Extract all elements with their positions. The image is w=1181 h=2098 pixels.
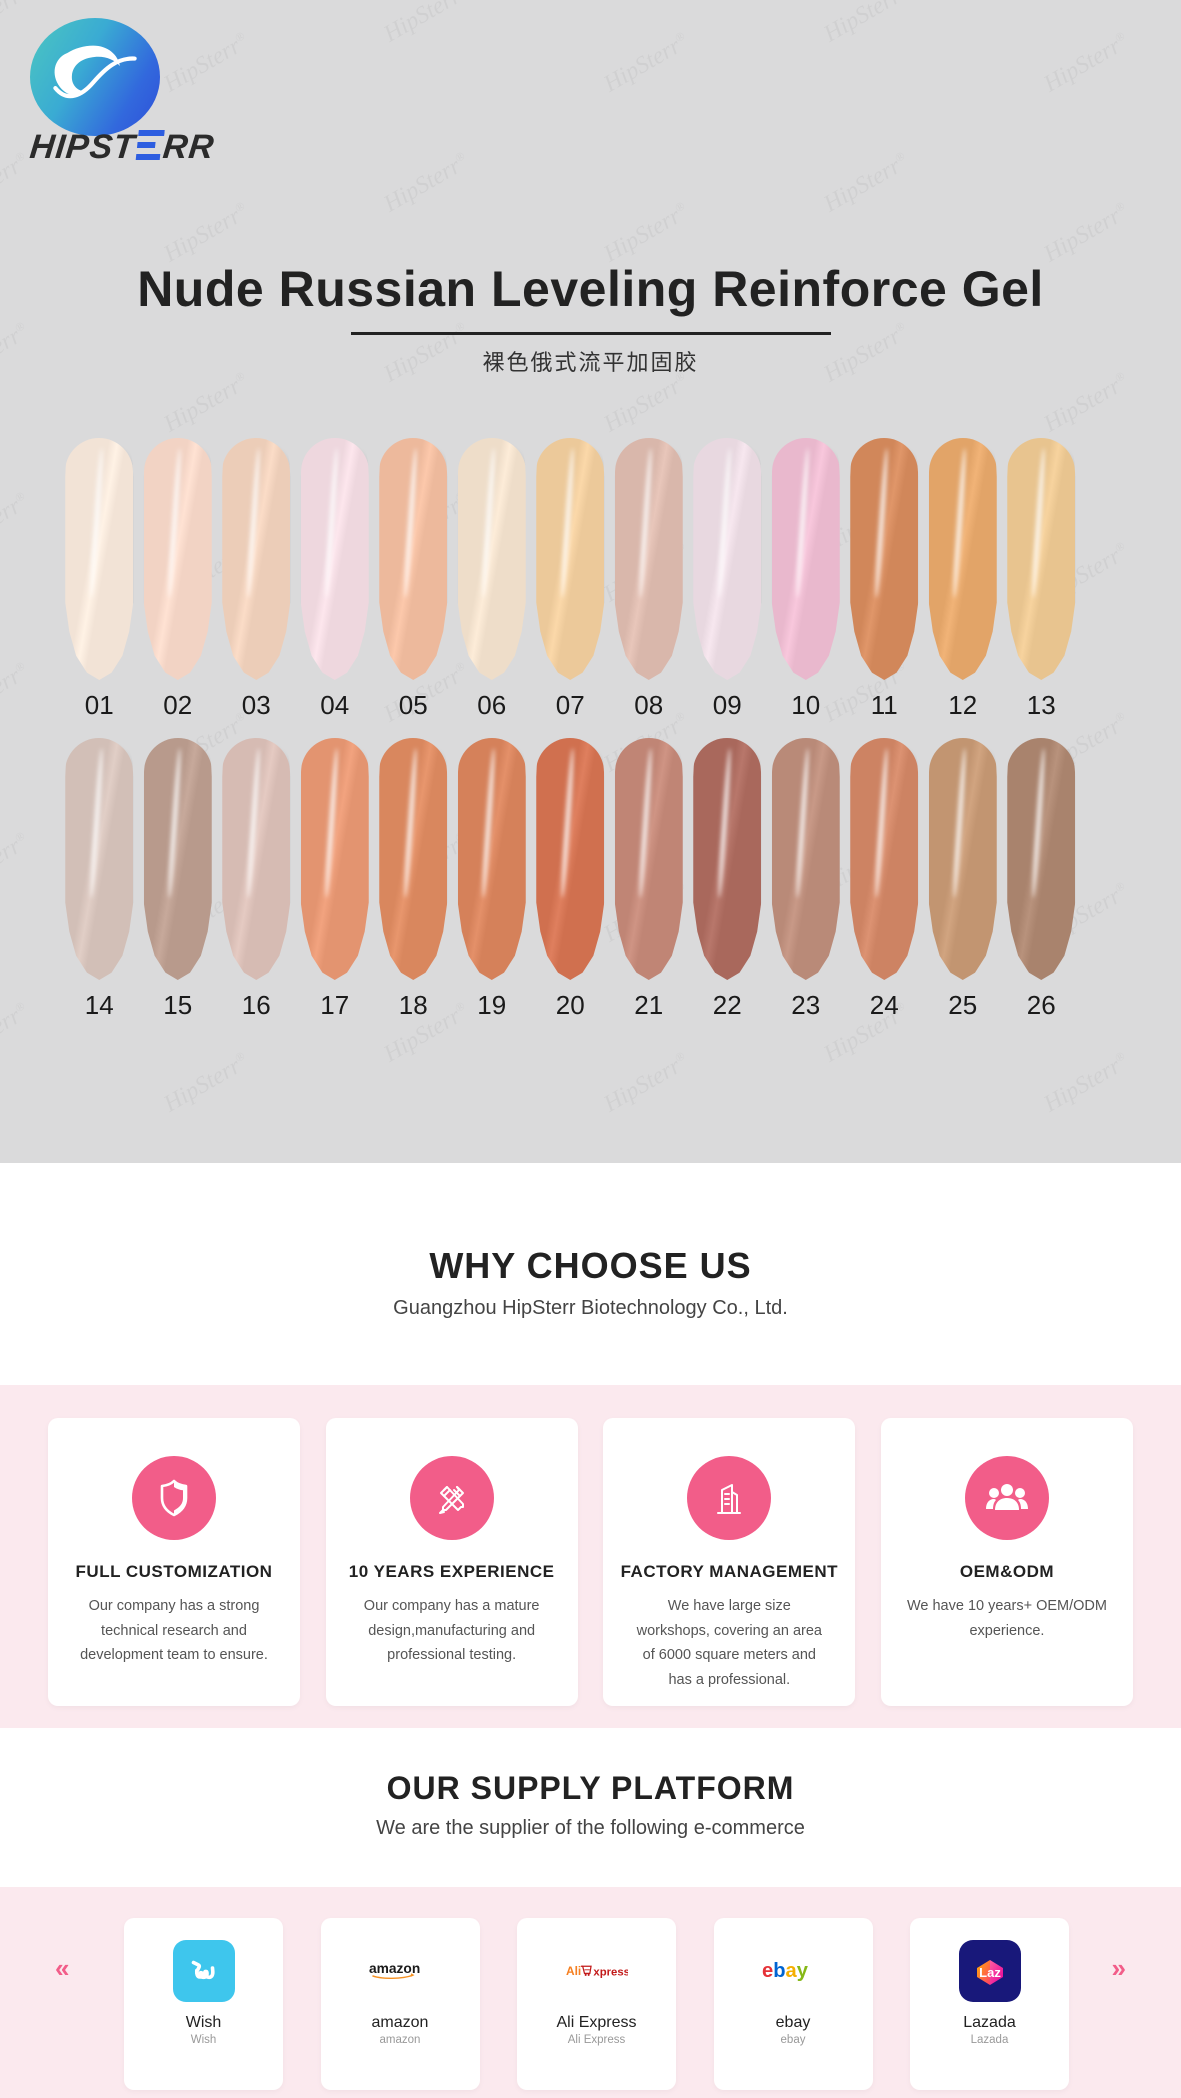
svg-text:xpress: xpress (593, 1966, 628, 1978)
svg-text:amazon: amazon (369, 1961, 420, 1976)
svg-text:Ali: Ali (566, 1964, 581, 1978)
svg-text:Laz: Laz (979, 1965, 1001, 1980)
svg-text:ebay: ebay (762, 1960, 809, 1982)
